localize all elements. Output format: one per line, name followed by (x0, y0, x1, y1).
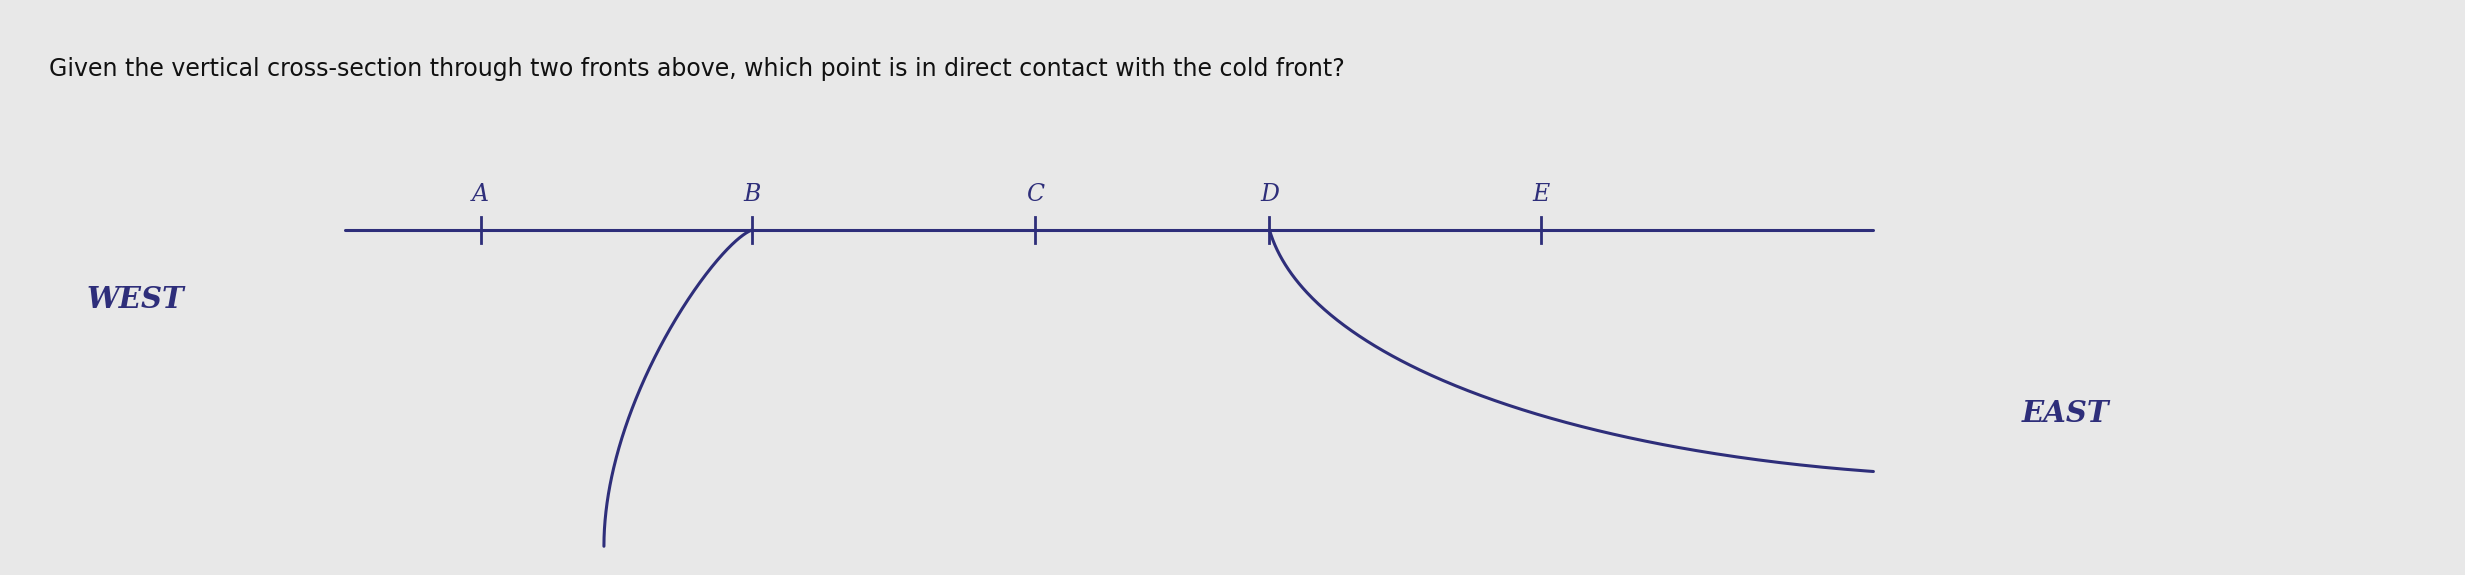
Text: EAST: EAST (2021, 400, 2108, 428)
Text: C: C (1025, 183, 1045, 205)
Text: Given the vertical cross-section through two fronts above, which point is in dir: Given the vertical cross-section through… (49, 57, 1346, 81)
Text: WEST: WEST (86, 285, 185, 313)
Text: B: B (742, 183, 762, 205)
Text: D: D (1260, 183, 1279, 205)
Text: A: A (473, 183, 488, 205)
Text: E: E (1533, 183, 1548, 205)
